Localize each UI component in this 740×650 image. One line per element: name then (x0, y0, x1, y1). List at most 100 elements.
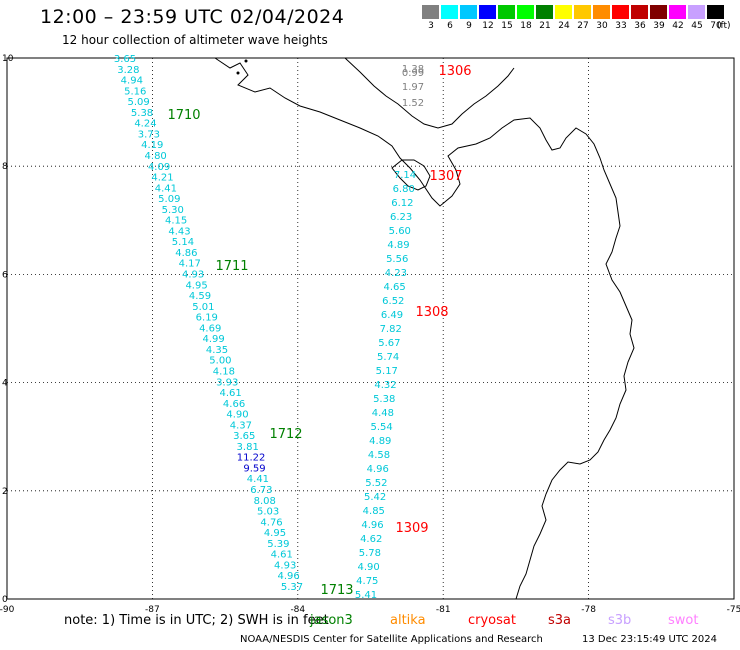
wave-height-value: 6.23 (390, 212, 412, 223)
map-frame (6, 57, 735, 600)
track-id-label: 1710 (167, 108, 200, 123)
wave-height-value: 4.61 (271, 550, 293, 561)
wave-height-value: 5.54 (370, 422, 392, 433)
wave-height-value: 5.74 (377, 352, 399, 363)
wave-height-value: 3.28 (117, 65, 139, 76)
legend-label: 45 (691, 21, 703, 31)
wave-height-value: 5.09 (127, 97, 149, 108)
wave-height-value: 4.62 (360, 534, 382, 545)
wave-height-value: 4.15 (165, 216, 187, 227)
wave-height-value: 8.08 (254, 496, 276, 507)
legend-label: 6 (447, 21, 453, 31)
x-tick-label: -78 (581, 605, 596, 615)
wave-height-value: 5.37 (281, 582, 303, 593)
wave-height-value: 4.43 (168, 226, 190, 237)
wave-height-value: 4.58 (368, 450, 390, 461)
wave-height-value: 5.41 (355, 590, 377, 601)
mission-label: s3a (548, 613, 572, 628)
wave-height-value: 4.19 (141, 140, 163, 151)
wave-height-value: 5.42 (364, 492, 386, 503)
wave-height-value: 4.99 (202, 334, 224, 345)
wave-height-value: 3.65 (114, 54, 136, 65)
y-tick-label: 2 (2, 487, 8, 497)
legend-label: 15 (501, 21, 513, 31)
wave-height-value: 5.60 (389, 226, 411, 237)
legend-label: 70 (710, 21, 722, 31)
legend-label: 18 (520, 21, 532, 31)
wave-height-value: 4.61 (220, 388, 242, 399)
wave-height-value: 4.93 (274, 560, 296, 571)
x-tick-label: -87 (145, 605, 160, 615)
legend-label: 12 (482, 21, 494, 31)
wave-height-value: 3.65 (233, 431, 255, 442)
wave-height-value: 3.73 (138, 129, 160, 140)
wave-height-value: 4.89 (369, 436, 391, 447)
track-values-north: 1.380.99 1.97 1.52 (402, 64, 424, 109)
x-tick-label: -81 (436, 605, 451, 615)
wave-height-value: 5.00 (209, 356, 231, 367)
wave-height-value: 6.80 (393, 184, 415, 195)
track-id-label: 1711 (215, 259, 248, 274)
wave-height-value: 7.82 (380, 324, 402, 335)
wave-height-value: 4.09 (148, 162, 170, 173)
timestamp-text: 13 Dec 23:15:49 UTC 2024 (582, 634, 717, 645)
legend-swatch (688, 5, 705, 19)
legend-label: 3 (428, 21, 434, 31)
wave-height-value: 4.93 (182, 270, 204, 281)
track-id-label: 1307 (429, 169, 462, 184)
wave-height-value: 0.99 (402, 68, 424, 79)
legend-label: 42 (672, 21, 684, 31)
y-tick-label: 8 (2, 162, 8, 172)
mission-label: cryosat (468, 613, 516, 628)
grid-lines (7, 58, 734, 599)
credit-text: NOAA/NESDIS Center for Satellite Applica… (240, 634, 543, 645)
wave-height-value: 5.52 (365, 478, 387, 489)
wave-height-value: 4.69 (199, 323, 221, 334)
x-tick-label: -75 (727, 605, 740, 615)
wave-height-value: 4.80 (145, 151, 167, 162)
x-tick-label: -84 (290, 605, 305, 615)
legend-swatch (422, 5, 439, 19)
wave-height-value: 5.17 (376, 366, 398, 377)
wave-height-value: 3.81 (237, 442, 259, 453)
legend-label: 24 (558, 21, 570, 31)
wave-height-value: 4.90 (357, 562, 379, 573)
legend-swatch (498, 5, 515, 19)
track-values-west: 3.653.284.945.165.095.384.243.734.194.80… (114, 54, 303, 593)
axis-ticks: -90 -87 -84 -81 -78 -75 0 2 4 6 8 10 (0, 54, 740, 615)
wave-height-value: 9.59 (243, 463, 265, 474)
legend-swatch (536, 5, 553, 19)
wave-height-value: 4.86 (175, 248, 197, 259)
wave-height-value: 4.41 (247, 474, 269, 485)
y-tick-label: 0 (2, 595, 8, 605)
mission-label: altika (390, 613, 426, 628)
wave-height-value: 4.23 (385, 268, 407, 279)
wave-height-value: 6.49 (381, 310, 403, 321)
mission-label: s3b (608, 613, 632, 628)
wave-height-value: 5.14 (172, 237, 194, 248)
wave-height-value: 5.38 (373, 394, 395, 405)
page-subtitle: 12 hour collection of altimeter wave hei… (62, 33, 328, 47)
legend-swatch (555, 5, 572, 19)
y-tick-label: 10 (2, 54, 14, 64)
wave-height-value: 4.37 (230, 420, 252, 431)
legend-label: 9 (466, 21, 472, 31)
wave-height-value: 5.16 (124, 86, 146, 97)
legend-swatch (574, 5, 591, 19)
wave-height-value: 6.73 (250, 485, 272, 496)
wave-height-value: 4.90 (226, 410, 248, 421)
wave-height-value: 4.65 (383, 282, 405, 293)
legend-swatch (517, 5, 534, 19)
wave-height-value: 5.67 (378, 338, 400, 349)
wave-height-value: 5.56 (386, 254, 408, 265)
wave-height-value: 4.76 (260, 517, 282, 528)
page-title: 12:00 – 23:59 UTC 02/04/2024 (40, 6, 345, 28)
wave-height-value: 4.59 (189, 291, 211, 302)
wave-height-value: 6.52 (382, 296, 404, 307)
wave-height-value: 4.41 (155, 183, 177, 194)
wave-height-value: 4.95 (185, 280, 207, 291)
x-tick-label: -90 (0, 605, 15, 615)
legend-label: 39 (653, 21, 665, 31)
wave-height-value: 5.01 (192, 302, 214, 313)
